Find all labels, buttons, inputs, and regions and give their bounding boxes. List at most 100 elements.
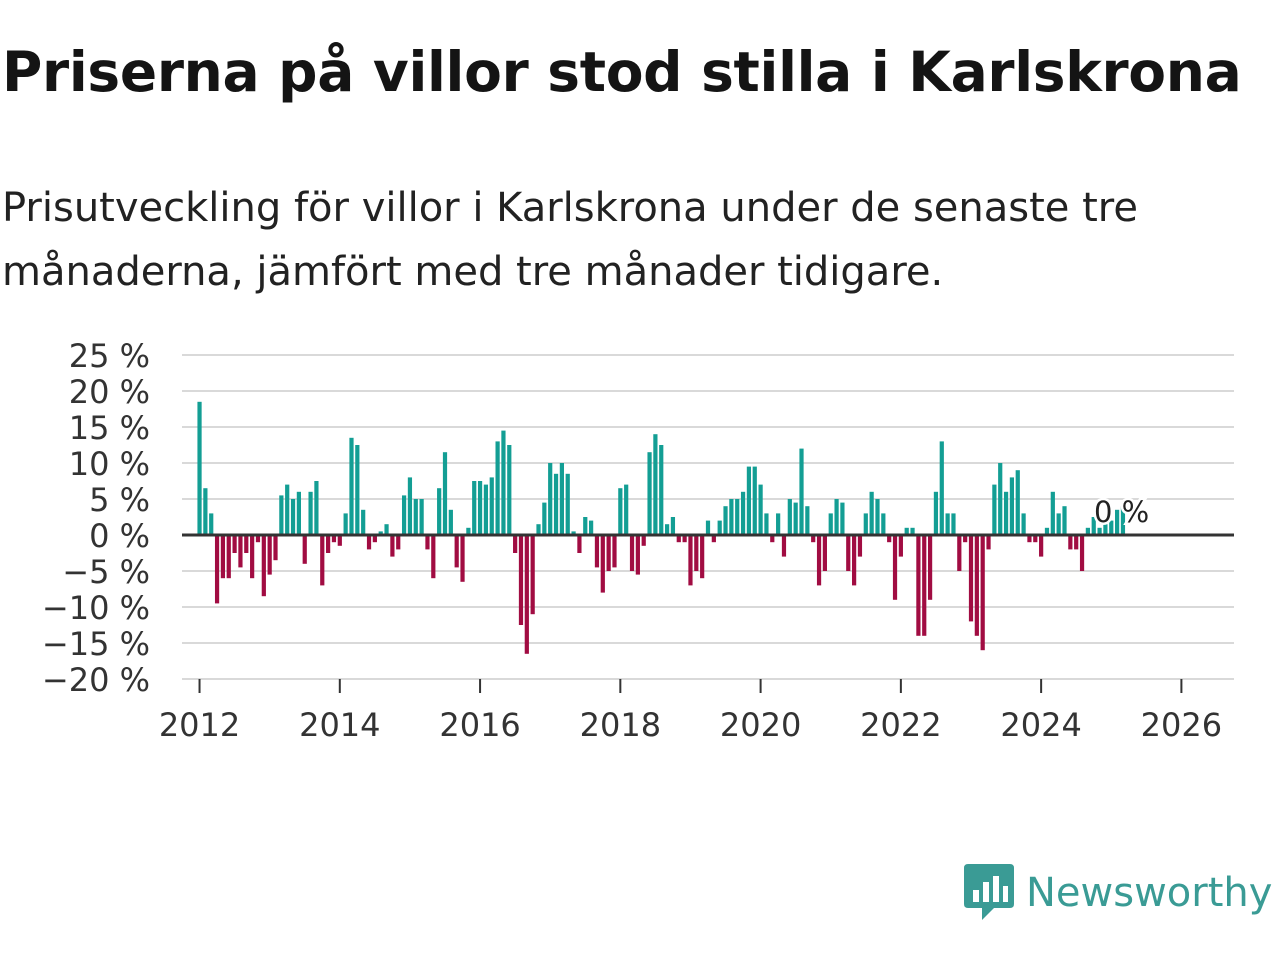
newsworthy-chart-icon <box>964 864 1014 920</box>
bar <box>1015 470 1020 535</box>
bar <box>425 535 430 550</box>
bar <box>916 535 921 636</box>
bar <box>244 535 249 553</box>
bar <box>887 535 892 543</box>
bar <box>770 535 775 543</box>
bar <box>998 463 1003 535</box>
bar <box>355 445 360 535</box>
bar <box>203 488 208 535</box>
y-tick-label: −15 % <box>42 625 150 663</box>
bar <box>530 535 535 615</box>
x-tick-label: 2022 <box>860 706 941 740</box>
bar <box>594 535 600 568</box>
x-tick-label: 2024 <box>1000 706 1081 740</box>
bar <box>787 499 792 535</box>
bar <box>1027 535 1032 543</box>
bar <box>349 437 354 535</box>
bar <box>296 491 301 535</box>
bar <box>612 535 617 568</box>
bar <box>904 527 909 535</box>
bar <box>945 513 950 535</box>
x-tick-label: 2012 <box>159 706 240 740</box>
bar <box>261 535 266 597</box>
axes: 25 %20 %15 %10 %5 %0 %−5 %−10 %−15 %−20 … <box>42 337 1234 740</box>
bar <box>548 463 553 535</box>
bar <box>1120 506 1126 535</box>
bar <box>267 535 272 575</box>
x-tick-label: 2014 <box>299 706 380 740</box>
bar <box>670 517 676 535</box>
bar <box>507 445 512 535</box>
bar <box>308 491 313 535</box>
bar <box>875 499 880 535</box>
bar <box>238 535 243 568</box>
bar <box>869 491 874 535</box>
bar <box>477 481 483 535</box>
bar <box>197 401 202 535</box>
bar <box>419 499 424 535</box>
bar <box>337 535 342 546</box>
bar <box>811 535 816 543</box>
bar <box>957 535 962 571</box>
bar <box>513 535 518 553</box>
bar <box>1050 491 1055 535</box>
y-tick-label: 5 % <box>89 481 150 519</box>
bar <box>1033 535 1038 543</box>
bar <box>986 535 991 550</box>
bar <box>518 535 524 625</box>
y-tick-label: 10 % <box>69 445 150 483</box>
bar <box>273 535 278 561</box>
bar <box>553 473 559 535</box>
bar <box>361 509 366 535</box>
bar <box>664 524 670 535</box>
bar <box>600 535 605 593</box>
bar <box>922 535 927 636</box>
bar <box>1056 513 1061 535</box>
bar <box>781 535 787 557</box>
bar <box>326 535 331 553</box>
bar <box>343 513 348 535</box>
y-tick-label: −10 % <box>42 589 150 627</box>
bar <box>711 535 716 543</box>
bar <box>968 535 974 622</box>
bar <box>682 535 687 543</box>
bar <box>1044 527 1050 535</box>
bar <box>974 535 979 636</box>
bar <box>314 481 319 535</box>
bar <box>951 513 956 535</box>
bar <box>1039 535 1044 557</box>
bar <box>472 481 477 535</box>
bar <box>390 535 395 557</box>
bar <box>571 531 576 535</box>
bar <box>705 520 711 535</box>
bar <box>1079 535 1085 571</box>
bar <box>700 535 705 579</box>
bar <box>927 535 933 600</box>
bar <box>501 430 506 535</box>
bar <box>1068 535 1073 550</box>
bar <box>840 502 845 535</box>
bar <box>758 484 763 535</box>
bar <box>740 491 746 535</box>
y-tick-label: −20 % <box>42 661 150 699</box>
bar <box>846 535 851 571</box>
bar <box>676 535 681 543</box>
bar <box>641 535 646 546</box>
bar <box>279 495 284 535</box>
bar <box>746 466 752 535</box>
bar <box>1003 491 1009 535</box>
bar <box>536 524 541 535</box>
bar <box>583 517 588 535</box>
bar <box>717 520 722 535</box>
bar <box>413 499 418 535</box>
bar <box>401 495 407 535</box>
brand-name: Newsworthy <box>1026 870 1273 916</box>
bar <box>302 535 307 564</box>
bar <box>431 535 436 579</box>
bar <box>1074 535 1079 550</box>
bar <box>624 484 629 535</box>
bar <box>1097 527 1102 535</box>
bar <box>1103 524 1108 535</box>
bar <box>881 513 886 535</box>
bar <box>606 535 611 571</box>
